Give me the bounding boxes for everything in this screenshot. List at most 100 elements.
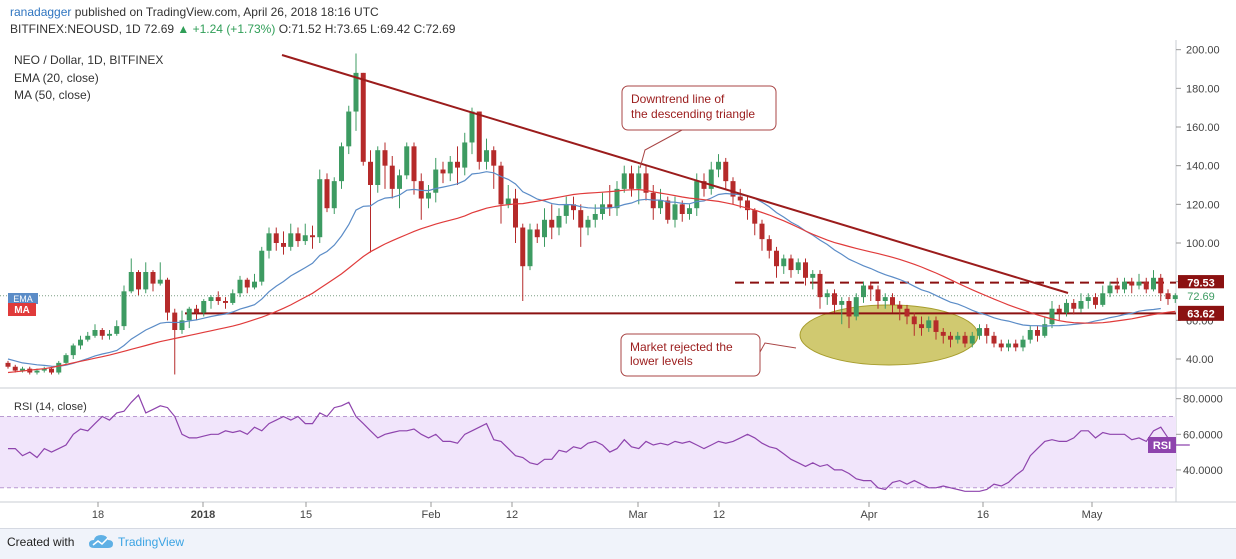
candle-body (114, 326, 120, 334)
candle-body (237, 279, 243, 294)
candle-body (948, 335, 953, 340)
candle-body (520, 227, 526, 267)
candle-body (5, 362, 11, 367)
candle-body (49, 368, 54, 373)
candle-body (252, 281, 257, 288)
candle-body (99, 330, 105, 336)
price-tick-label: 200.00 (1186, 45, 1220, 57)
candle-body (716, 161, 721, 170)
annotation-downtrend-text: Downtrend line of the descending triangl… (631, 92, 755, 121)
candle-body (658, 200, 663, 209)
candle-body (165, 279, 170, 313)
candle-body (382, 150, 388, 166)
rsi-legend: RSI (14, close) (14, 401, 87, 413)
candle-body (984, 328, 990, 336)
rsi-band (0, 416, 1176, 488)
candle-body (34, 370, 40, 373)
time-axis-ticks: 18 2018 15 Feb 12 Mar 12 Apr 16 May (92, 502, 1103, 521)
ema-tag: EMA (8, 293, 38, 304)
candle-body (926, 320, 932, 329)
rsi-axis-ticks: 40.0000 60.0000 80.0000 (1176, 394, 1223, 477)
candle-body (121, 291, 127, 327)
candle-body (723, 161, 729, 182)
candle-body (940, 331, 946, 336)
candle-body (991, 335, 997, 344)
candle-body (643, 173, 649, 193)
candle-body (1093, 297, 1098, 305)
candle-body (143, 272, 149, 290)
candle-body (1158, 277, 1164, 294)
candle-body (128, 272, 134, 292)
annotation-rejected-text: Market rejected the lower levels (630, 340, 736, 368)
candle-body (846, 301, 852, 317)
candle-body (1143, 281, 1149, 290)
candle-body (1027, 330, 1033, 340)
candle-body (817, 273, 823, 298)
candle-body (578, 210, 584, 228)
candle-body (317, 179, 323, 238)
candle-body (440, 169, 446, 174)
candle-body (281, 243, 286, 247)
candle-body (1107, 285, 1113, 294)
candle-body (556, 215, 562, 228)
candle-body (1013, 343, 1019, 348)
time-tick-label: 15 (300, 509, 312, 521)
candle-body (1006, 343, 1011, 348)
candle-body (484, 150, 489, 162)
time-tick-label: 12 (506, 509, 518, 521)
annotation-rejected[interactable]: Market rejected the lower levels (620, 333, 797, 377)
candle-body (498, 165, 504, 205)
candle-body (1035, 330, 1040, 336)
ma-tag-text: MA (14, 305, 30, 316)
candle-body (476, 111, 482, 162)
candle-body (607, 204, 613, 209)
candle-body (629, 173, 634, 189)
candle-body (353, 72, 359, 112)
candle-body (969, 335, 975, 344)
time-tick-label: May (1082, 509, 1103, 521)
candle-body (63, 355, 69, 363)
ema-tag-text: EMA (13, 294, 33, 304)
candle-body (563, 204, 569, 216)
price-tick-label: 180.00 (1186, 83, 1220, 95)
price-tick-label: 140.00 (1186, 161, 1220, 173)
candle-body (955, 335, 961, 340)
chart-area[interactable]: 40.0060.0080.00100.00120.00140.00160.001… (0, 40, 1236, 533)
candle-body (194, 308, 199, 313)
candle-body (534, 229, 540, 238)
candle-body (745, 200, 750, 211)
candle-body (56, 362, 62, 373)
candle-body (324, 179, 330, 209)
candle-body (1100, 293, 1106, 305)
candle-body (788, 258, 794, 271)
candle-body (752, 210, 758, 224)
time-tick-label: Mar (629, 509, 648, 521)
candle-body (455, 161, 460, 168)
price-chart-svg[interactable]: 40.0060.0080.00100.00120.00140.00160.001… (0, 40, 1236, 528)
rsi-tick-label: 60.0000 (1183, 429, 1223, 441)
candle-body (585, 219, 591, 228)
candle-body (179, 320, 185, 330)
candle-body (331, 181, 337, 209)
candle-body (1085, 297, 1091, 301)
candle-body (404, 146, 410, 176)
time-tick-label: 12 (713, 509, 725, 521)
current-label: 72.69 (1178, 288, 1224, 304)
chart-header: ranadagger published on TradingView.com,… (0, 0, 1236, 40)
candle-body (781, 258, 787, 267)
candle-body (1049, 308, 1055, 325)
candle-body (766, 239, 772, 251)
rsi-tag: RSI (1148, 437, 1176, 453)
candle-body (839, 301, 845, 305)
candle-body (527, 229, 533, 267)
candle-body (462, 142, 468, 168)
author-link[interactable]: ranadagger (10, 5, 72, 19)
support-value: 63.62 (1187, 308, 1215, 320)
candle-body (368, 161, 373, 185)
candle-body (360, 72, 366, 162)
publish-line: ranadagger published on TradingView.com,… (10, 5, 379, 19)
tradingview-brand[interactable]: TradingView (118, 535, 185, 549)
candle-body (78, 339, 83, 346)
annotation-downtrend[interactable]: Downtrend line of the descending triangl… (621, 85, 777, 169)
candle-body (868, 285, 874, 290)
